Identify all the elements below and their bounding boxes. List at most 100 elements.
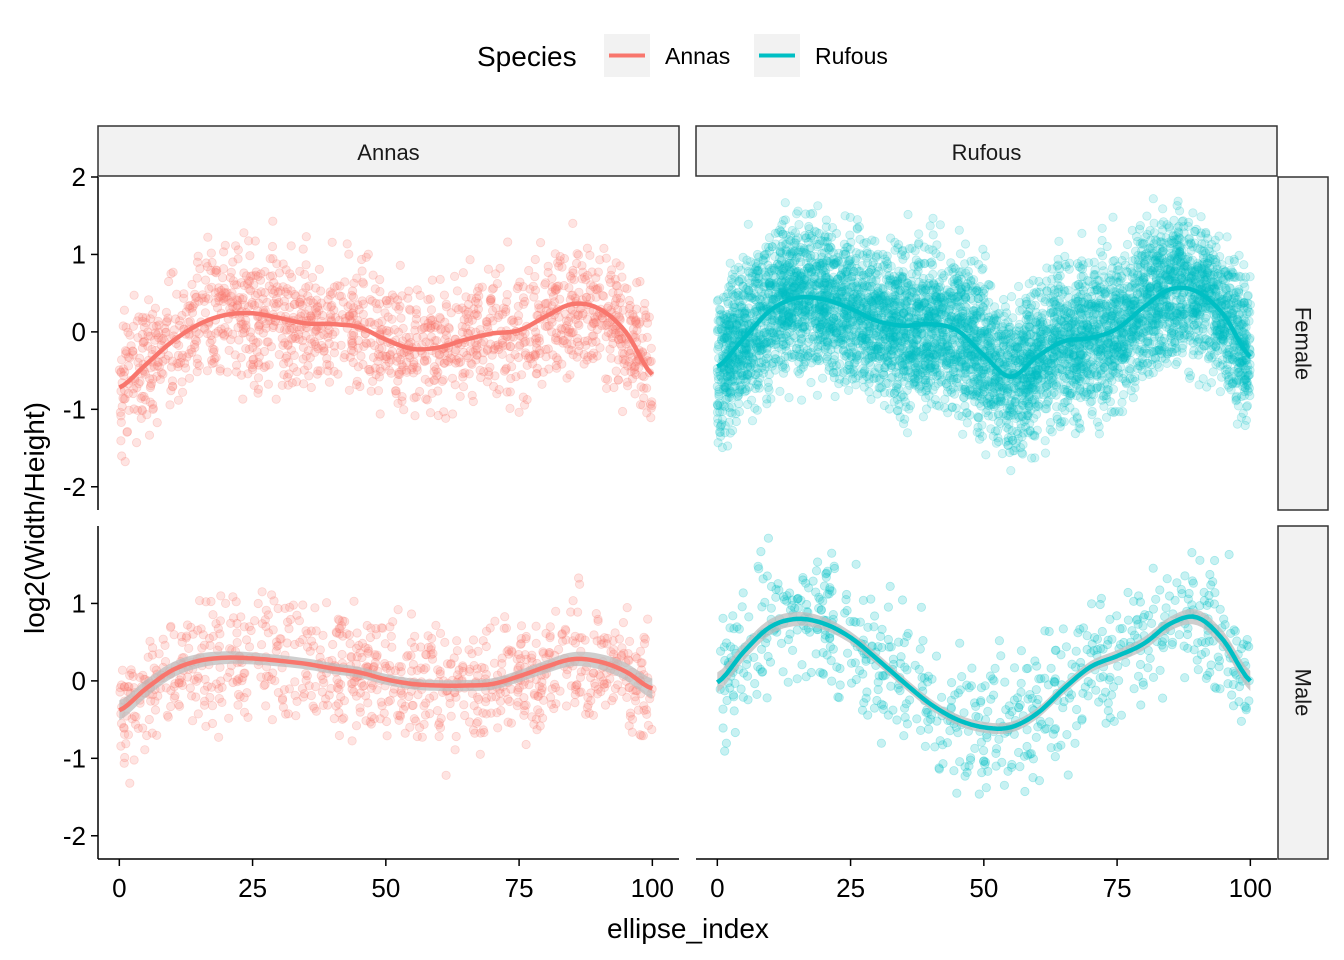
scatter-point xyxy=(1061,306,1072,316)
scatter-point xyxy=(142,410,152,420)
scatter-point xyxy=(349,278,359,288)
scatter-point xyxy=(140,395,151,405)
scatter-point xyxy=(725,311,735,321)
scatter-point xyxy=(513,310,524,321)
scatter-point xyxy=(329,348,339,358)
scatter-point xyxy=(396,313,406,323)
scatter-point xyxy=(538,367,549,377)
scatter-point xyxy=(168,382,178,392)
scatter-point xyxy=(348,328,359,338)
scatter-point xyxy=(632,278,642,288)
scatter-point xyxy=(928,213,938,223)
scatter-point xyxy=(494,384,504,395)
scatter-point xyxy=(543,298,553,308)
scatter-point xyxy=(1244,387,1254,397)
scatter-point xyxy=(168,381,178,391)
scatter-point xyxy=(535,348,545,358)
scatter-point xyxy=(377,351,387,361)
scatter-point xyxy=(330,313,341,323)
scatter-point xyxy=(256,269,266,279)
scatter-point xyxy=(367,296,377,306)
scatter-point xyxy=(278,282,288,292)
scatter-point xyxy=(246,271,256,281)
scatter-point xyxy=(129,404,139,414)
scatter-point xyxy=(244,275,254,286)
scatter-point xyxy=(278,359,289,369)
scatter-point xyxy=(573,318,583,329)
scatter-point xyxy=(128,346,138,356)
scatter-point xyxy=(530,254,540,265)
scatter-point xyxy=(469,304,479,314)
scatter-point xyxy=(529,351,540,362)
scatter-point xyxy=(847,341,858,351)
scatter-point xyxy=(311,325,321,335)
scatter-point xyxy=(629,312,639,322)
scatter-point xyxy=(1006,291,1017,302)
scatter-point xyxy=(118,364,128,374)
scatter-point xyxy=(465,255,475,265)
scatter-point xyxy=(427,315,437,325)
scatter-point xyxy=(397,396,407,406)
scatter-point xyxy=(591,284,601,294)
scatter-point xyxy=(459,347,469,358)
scatter-point xyxy=(136,393,146,403)
legend-title: Species xyxy=(477,41,577,72)
scatter-point xyxy=(363,364,374,375)
scatter-point xyxy=(465,346,475,356)
scatter-point xyxy=(625,316,636,326)
scatter-point xyxy=(233,301,243,311)
scatter-point xyxy=(194,329,204,339)
scatter-point xyxy=(411,305,421,315)
scatter-point xyxy=(467,359,477,369)
scatter-point xyxy=(523,353,534,363)
scatter-point xyxy=(446,308,456,318)
scatter-point xyxy=(1203,303,1213,314)
scatter-point xyxy=(262,337,272,347)
scatter-point xyxy=(626,366,636,377)
scatter-point xyxy=(226,297,236,308)
scatter-point xyxy=(343,302,353,312)
scatter-point xyxy=(608,338,618,349)
scatter-point xyxy=(170,314,181,324)
scatter-point xyxy=(489,345,499,355)
scatter-point xyxy=(439,348,450,358)
scatter-point xyxy=(531,369,541,379)
scatter-point xyxy=(925,221,935,231)
scatter-point xyxy=(577,274,587,284)
scatter-point xyxy=(270,302,281,312)
scatter-point xyxy=(1188,208,1198,218)
scatter-point xyxy=(395,355,405,365)
scatter-point xyxy=(241,323,251,333)
scatter-point xyxy=(280,338,290,348)
scatter-point xyxy=(242,279,253,289)
scatter-point xyxy=(138,337,148,347)
scatter-point xyxy=(506,373,516,384)
scatter-point xyxy=(135,353,145,363)
scatter-point xyxy=(382,299,392,309)
scatter-point xyxy=(980,251,991,261)
scatter-point xyxy=(470,296,480,306)
scatter-point xyxy=(469,310,479,320)
scatter-point xyxy=(311,341,321,352)
scatter-point xyxy=(119,394,129,404)
scatter-point xyxy=(348,292,358,302)
scatter-point xyxy=(236,278,246,288)
scatter-point xyxy=(236,319,246,329)
scatter-point xyxy=(389,293,399,303)
scatter-point xyxy=(133,333,143,343)
scatter-point xyxy=(482,319,492,329)
scatter-point xyxy=(371,298,381,308)
scatter-point xyxy=(409,393,419,403)
scatter-point xyxy=(311,326,321,336)
scatter-point xyxy=(390,386,400,396)
scatter-point xyxy=(553,258,563,268)
scatter-point xyxy=(163,313,173,323)
scatter-point xyxy=(282,372,292,382)
scatter-point xyxy=(953,411,964,421)
scatter-point xyxy=(384,365,394,375)
scatter-point xyxy=(337,310,347,320)
scatter-point xyxy=(1234,271,1244,281)
scatter-point xyxy=(608,288,618,298)
scatter-point xyxy=(782,262,792,272)
scatter-point xyxy=(401,365,411,375)
